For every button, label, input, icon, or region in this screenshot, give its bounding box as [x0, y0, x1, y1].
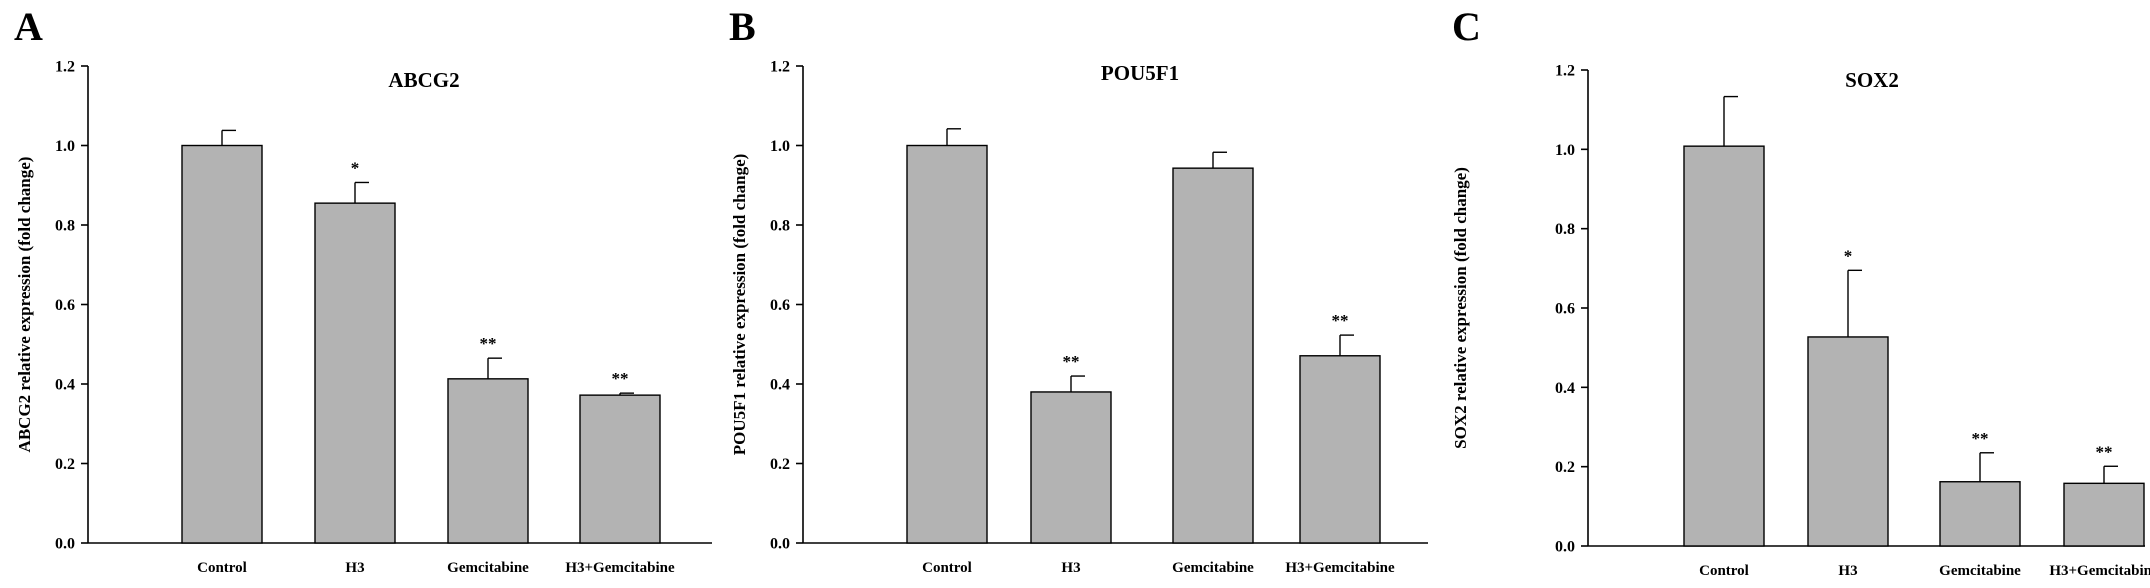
significance-marker: *: [351, 158, 360, 177]
chart-title: SOX2: [1845, 68, 1899, 92]
y-tick-label: 0.2: [1555, 459, 1575, 476]
x-tick-label: Control: [1699, 563, 1749, 579]
y-tick-label: 0.0: [55, 536, 75, 553]
significance-marker: **: [612, 369, 629, 388]
significance-marker: **: [1972, 429, 1989, 448]
significance-marker: **: [2096, 442, 2113, 461]
y-tick-label: 0.4: [55, 377, 75, 394]
x-tick-label: H3+Gemcitabine: [2049, 563, 2150, 579]
bar: [906, 144, 988, 544]
chart-panel-b: B POU5F1 POU5F1 relative expression (fold …: [716, 0, 1432, 588]
bar: [1172, 167, 1254, 544]
y-tick-label: 0.8: [770, 218, 790, 235]
y-tick-label: 0.6: [55, 297, 75, 314]
y-tick-label: 0.0: [770, 536, 790, 553]
significance-marker: **: [1063, 352, 1080, 371]
chart-title: ABCG2: [388, 68, 459, 92]
chart-panel-c: C SOX2 SOX2 relative expression (fold chan…: [1432, 0, 2150, 588]
y-axis-title: ABCG2 relative expression (fold change): [15, 157, 34, 453]
x-tick-label: H3: [1061, 560, 1080, 576]
x-tick-label: Control: [922, 560, 972, 576]
bar: [314, 202, 396, 544]
y-tick-label: 1.2: [55, 59, 75, 76]
y-tick-label: 0.8: [1555, 221, 1575, 238]
x-tick-label: Gemcitabine: [1939, 563, 2021, 579]
bar: [1807, 336, 1889, 547]
y-tick-label: 0.6: [770, 297, 790, 314]
y-tick-label: 0.4: [1555, 380, 1575, 397]
y-tick-label: 1.0: [55, 138, 75, 155]
bar: [2063, 482, 2145, 547]
y-tick-label: 0.2: [55, 456, 75, 473]
panel-letter-a: A: [14, 4, 43, 49]
panel-letter-b: B: [729, 4, 756, 49]
y-tick-label: 0.0: [1555, 539, 1575, 556]
bar: [447, 378, 529, 544]
significance-marker: **: [480, 334, 497, 353]
y-axis-title: SOX2 relative expression (fold change): [1451, 167, 1470, 449]
y-tick-label: 0.4: [770, 377, 790, 394]
bar: [1683, 145, 1765, 547]
x-tick-label: Control: [197, 560, 247, 576]
y-tick-label: 0.6: [1555, 301, 1575, 318]
bar: [1939, 481, 2021, 547]
x-tick-label: H3+Gemcitabine: [565, 560, 675, 576]
x-tick-label: Gemcitabine: [1172, 560, 1254, 576]
bar: [579, 394, 661, 544]
y-tick-label: 1.2: [770, 59, 790, 76]
bar: [1299, 355, 1381, 544]
y-tick-label: 1.0: [1555, 142, 1575, 159]
chart-title: POU5F1: [1101, 61, 1179, 85]
significance-marker: **: [1332, 311, 1349, 330]
panel-letter-c: C: [1452, 4, 1481, 49]
bar: [181, 144, 263, 544]
x-tick-label: H3: [1838, 563, 1857, 579]
bar: [1030, 391, 1112, 544]
y-axis-title: POU5F1 relative expression (fold change): [730, 154, 749, 456]
y-tick-label: 0.2: [770, 456, 790, 473]
y-tick-label: 0.8: [55, 218, 75, 235]
y-tick-label: 1.2: [1555, 63, 1575, 80]
chart-a-svg: A ABCG2 ABCG2 relative expression (fold ch…: [14, 4, 712, 576]
x-tick-label: H3+Gemcitabine: [1285, 560, 1395, 576]
chart-panel-a: A ABCG2 ABCG2 relative expression (fold ch…: [0, 0, 716, 588]
x-tick-label: Gemcitabine: [447, 560, 529, 576]
significance-marker: *: [1844, 246, 1853, 265]
chart-b-svg: B POU5F1 POU5F1 relative expression (fold …: [729, 4, 1428, 576]
x-tick-label: H3: [345, 560, 364, 576]
y-tick-label: 1.0: [770, 138, 790, 155]
chart-c-svg: C SOX2 SOX2 relative expression (fold chan…: [1451, 4, 2150, 579]
